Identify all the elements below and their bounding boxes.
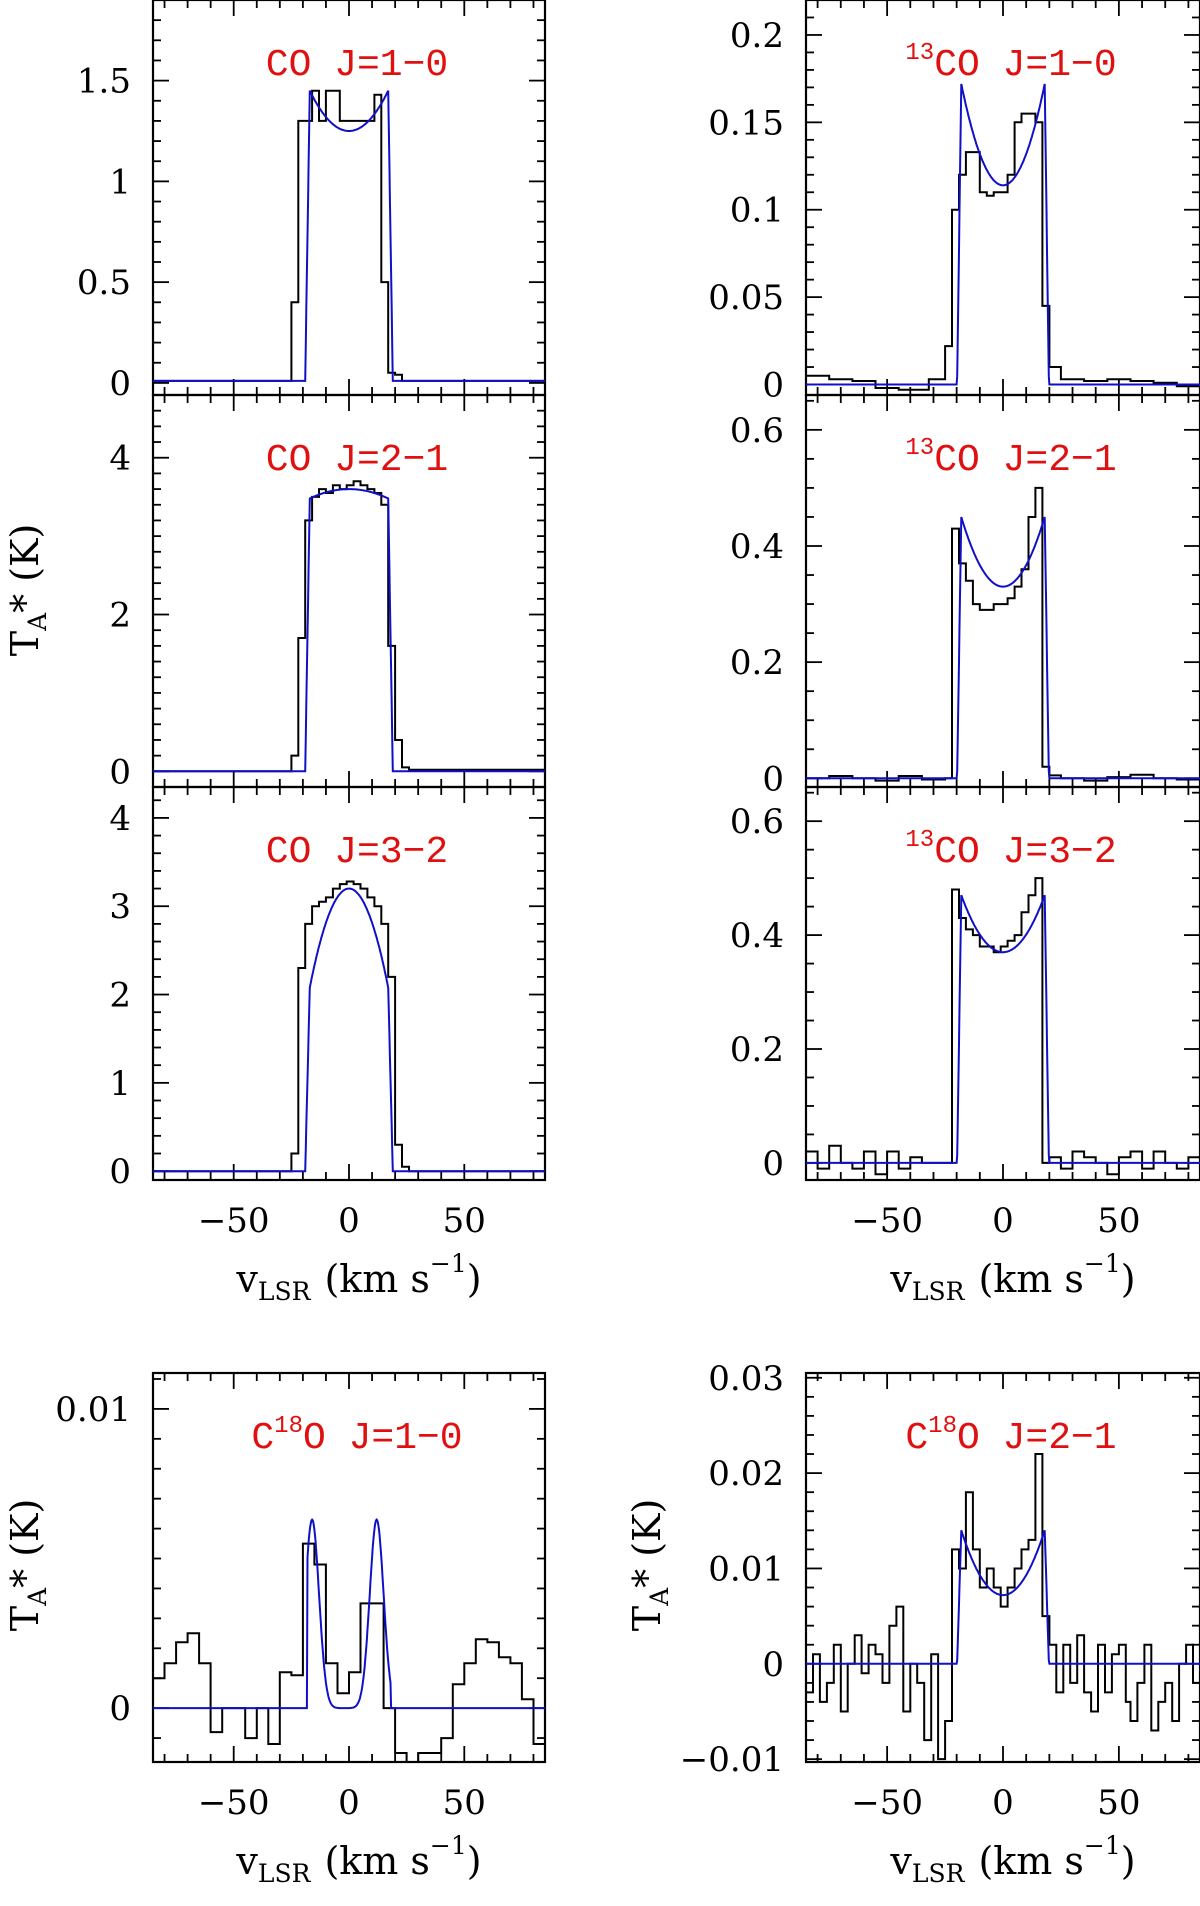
panel-1: 0 0.5 1 1.5 CO J=1−0 [77, 0, 547, 404]
panel-label: C18O J=1−0 [251, 1413, 462, 1460]
y-tick-label: 0 [109, 1689, 131, 1729]
y-tick-label: 0.2 [730, 1030, 784, 1070]
x-tick-label: 0 [992, 1783, 1014, 1823]
y-tick-label: 0 [762, 1144, 784, 1184]
panel-4: 0 0.2 0.4 0.6 13CO J=2−1 [730, 393, 1200, 799]
x-tick-label: 50 [443, 1201, 486, 1241]
x-tick-label: 0 [338, 1201, 360, 1241]
y-tick-label: 0.5 [77, 263, 131, 303]
panel-label: CO J=2−1 [266, 439, 448, 482]
y-tick-label: 0.4 [730, 527, 784, 567]
observed-spectrum [806, 486, 1200, 782]
y-tick-label: 0.1 [730, 191, 784, 231]
y-tick-label: 0 [109, 1152, 131, 1192]
panel-6: 0 0.2 0.4 0.6 −50 0 50 vLSR (km s−1) 13CO J=3−2 [730, 785, 1200, 1306]
panel-label: 13CO J=2−1 [905, 435, 1116, 482]
panel-label: 13CO J=3−2 [905, 827, 1116, 874]
model-fit-line [153, 1517, 545, 1710]
y-tick-label: 0.01 [55, 1390, 131, 1430]
panel-2: 0 0.05 0.1 0.15 0.2 13CO J=1−0 [708, 0, 1200, 406]
panel-7: 0 0.01 −50 0 50 vLSR (km s−1) TA* (K) C18O J=1−0 [3, 1371, 547, 1888]
model-fit-line [806, 83, 1200, 386]
y-tick-label: 1.5 [77, 62, 131, 102]
observed-spectrum [153, 880, 545, 1173]
x-tick-label: 0 [338, 1783, 360, 1823]
y-tick-label: 0.02 [708, 1454, 784, 1494]
y-tick-label: 2 [109, 976, 131, 1016]
y-tick-label: 0.03 [708, 1359, 784, 1399]
observed-spectrum [153, 480, 545, 773]
model-fit-line [153, 90, 545, 382]
model-fit-line [153, 488, 545, 773]
panel-8: −0.01 0 0.01 0.02 0.03 −50 0 50 vLSR (km s−1) TA* … [625, 1359, 1200, 1888]
y-tick-label: 1 [109, 162, 131, 202]
y-tick-label: 0.2 [730, 643, 784, 683]
x-tick-label: −50 [198, 1201, 270, 1241]
panel-5: 0 1 2 3 4 −50 0 50 vLSR (km s−1) CO J=3−2 [109, 785, 547, 1306]
y-tick-label: 0 [109, 752, 131, 792]
x-axis-label: vLSR (km s−1) [889, 1249, 1135, 1306]
observed-spectrum [153, 89, 545, 382]
panel-label: C18O J=2−1 [905, 1413, 1116, 1460]
x-axis-label: vLSR (km s−1) [235, 1249, 481, 1306]
y-tick-label: 0.2 [730, 16, 784, 56]
y-tick-label: 0 [109, 364, 131, 404]
y-tick-label: 0.05 [708, 278, 784, 318]
x-tick-label: 50 [1097, 1783, 1140, 1823]
panel-label: CO J=1−0 [266, 44, 448, 87]
panel-label: 13CO J=1−0 [905, 40, 1116, 87]
y-axis-label: TA* (K) [3, 524, 52, 657]
observed-spectrum [806, 877, 1200, 1176]
model-fit-line [806, 894, 1200, 1164]
y-tick-label: 2 [109, 596, 131, 636]
y-axis-label: TA* (K) [3, 1499, 52, 1632]
y-tick-label: 0 [762, 759, 784, 799]
x-tick-label: −50 [851, 1201, 923, 1241]
x-tick-label: −50 [851, 1783, 923, 1823]
y-tick-label: 0.6 [730, 802, 784, 842]
y-tick-label: 0.01 [708, 1549, 784, 1589]
y-tick-label: 3 [109, 887, 131, 927]
panel-label: CO J=3−2 [266, 831, 448, 874]
y-tick-label: −0.01 [680, 1740, 784, 1780]
model-fit-line [806, 1529, 1200, 1665]
x-tick-label: 50 [1097, 1201, 1140, 1241]
model-fit-line [806, 516, 1200, 780]
x-axis-label: vLSR (km s−1) [889, 1831, 1135, 1888]
x-tick-label: −50 [198, 1783, 270, 1823]
y-tick-label: 0.4 [730, 916, 784, 956]
y-tick-label: 0.6 [730, 411, 784, 451]
y-tick-label: 4 [109, 439, 131, 479]
y-tick-label: 4 [109, 799, 131, 839]
observed-spectrum [806, 1453, 1200, 1761]
panel-3: 0 2 4 TA* (K) CO J=2−1 [3, 393, 547, 792]
model-fit-line [153, 887, 545, 1173]
x-axis-label: vLSR (km s−1) [235, 1831, 481, 1888]
x-tick-label: 0 [992, 1201, 1014, 1241]
observed-spectrum [806, 112, 1200, 391]
y-tick-label: 1 [109, 1064, 131, 1104]
y-tick-label: 0 [762, 1645, 784, 1685]
observed-spectrum [153, 1542, 545, 1763]
x-tick-label: 50 [443, 1783, 486, 1823]
y-tick-label: 0.15 [708, 103, 784, 143]
y-tick-label: 0 [762, 366, 784, 406]
y-axis-label: TA* (K) [625, 1499, 674, 1632]
